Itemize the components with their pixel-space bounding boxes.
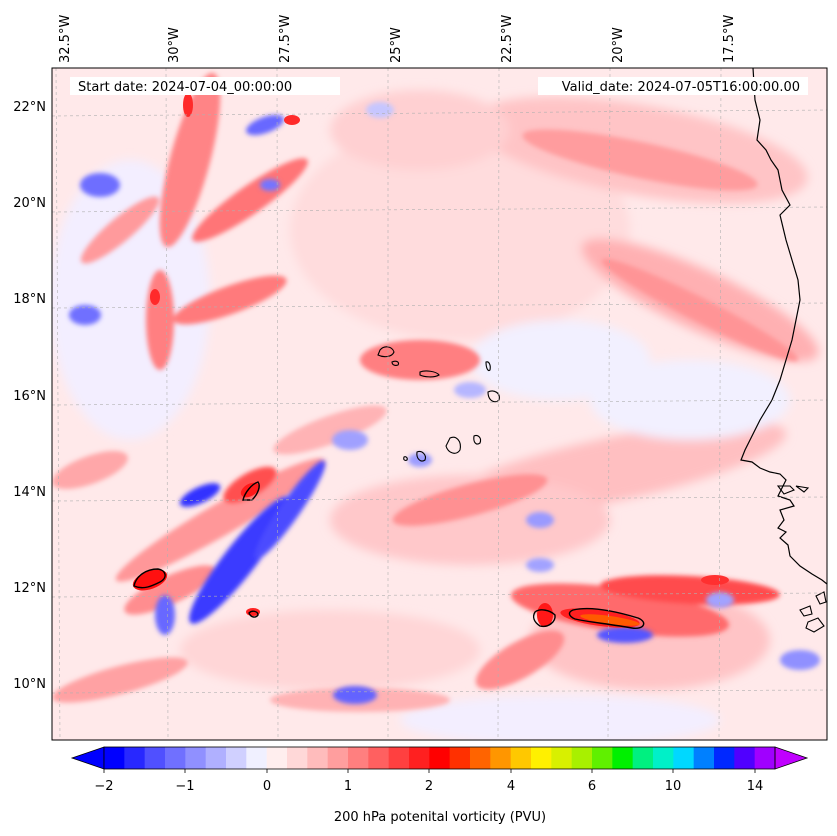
colorbar-extend-low [70, 746, 105, 770]
colorbar-swatch [144, 747, 166, 769]
start-date-label: Start date: 2024-07-04_00:00:00 [78, 80, 292, 95]
lon-label-27-5w: 27.5°W [278, 15, 293, 63]
african-coastline [740, 68, 827, 585]
lon-label-20w: 20°W [611, 27, 626, 63]
colorbar-swatch [429, 747, 451, 769]
lat-label-10n: 10°N [13, 677, 46, 692]
cbar-tick-neg2: −2 [94, 779, 113, 794]
colorbar-swatch [226, 747, 247, 769]
colorbar-swatch [449, 747, 471, 769]
longitude-labels: 32.5°W 30°W 27.5°W 25°W 22.5°W 20°W 17.5… [58, 15, 737, 63]
map-panel: Start date: 2024-07-04_00:00:00 Valid_da… [52, 68, 827, 740]
colorbar-swatch [693, 747, 715, 769]
colorbar-swatch [348, 747, 369, 769]
colorbar: −2 −1 0 1 2 4 6 10 14 200 hPa potenital … [70, 746, 809, 825]
colorbar-swatch [266, 747, 288, 769]
start-date-box [70, 77, 340, 95]
lon-label-25w: 25°W [389, 27, 404, 63]
colorbar-swatch [307, 747, 329, 769]
colorbar-swatch [531, 747, 552, 769]
lat-label-22n: 22°N [13, 100, 46, 115]
cbar-tick-neg1: −1 [175, 779, 194, 794]
colorbar-tick-labels: −2 −1 0 1 2 4 6 10 14 [94, 779, 763, 794]
lon-label-22-5w: 22.5°W [500, 15, 515, 63]
cbar-tick-4: 4 [507, 779, 515, 794]
colorbar-swatch [470, 747, 491, 769]
colorbar-swatch [124, 747, 146, 769]
cbar-tick-1: 1 [344, 779, 352, 794]
latitude-labels: 22°N 20°N 18°N 16°N 14°N 12°N 10°N [13, 100, 46, 692]
colorbar-swatch [592, 747, 613, 769]
cbar-tick-10: 10 [665, 779, 682, 794]
colorbar-swatch [510, 747, 532, 769]
lon-label-32-5w: 32.5°W [58, 15, 73, 63]
colorbar-swatch [287, 747, 308, 769]
colorbar-ticks [103, 769, 756, 773]
lon-label-30w: 30°W [167, 27, 182, 63]
colorbar-swatch [490, 747, 512, 769]
colorbar-label: 200 hPa potenital vorticity (PVU) [334, 810, 546, 825]
colorbar-swatch [185, 747, 207, 769]
pv-field-cores [132, 93, 729, 628]
valid-date-label: Valid_date: 2024-07-05T16:00:00.00 [562, 80, 800, 95]
coast-detail-bissau [799, 591, 827, 633]
colorbar-swatch [368, 747, 390, 769]
lat-label-12n: 12°N [13, 581, 46, 596]
pv-field-broad [52, 90, 819, 740]
colorbar-swatch [734, 747, 756, 769]
colorbar-swatch [673, 747, 695, 769]
colorbar-swatch [612, 747, 634, 769]
cbar-tick-14: 14 [747, 779, 764, 794]
lon-label-17-5w: 17.5°W [722, 15, 737, 63]
colorbar-swatch [388, 747, 410, 769]
colorbar-swatch [653, 747, 674, 769]
colorbar-swatch [409, 747, 430, 769]
colorbar-extend-high [774, 746, 809, 770]
colorbar-swatch [714, 747, 735, 769]
cbar-tick-6: 6 [588, 779, 596, 794]
cbar-tick-0: 0 [263, 779, 271, 794]
colorbar-swatch [551, 747, 573, 769]
colorbar-swatch [165, 747, 186, 769]
map-frame [51, 67, 828, 741]
pv-field-negative [69, 102, 820, 704]
lat-label-14n: 14°N [13, 485, 46, 500]
colorbar-swatch [104, 747, 125, 769]
lat-label-16n: 16°N [13, 389, 46, 404]
cbar-tick-2: 2 [425, 779, 433, 794]
map-gridlines [52, 68, 827, 740]
colorbar-frame [103, 746, 776, 770]
colorbar-swatch [754, 747, 776, 769]
lat-label-18n: 18°N [13, 292, 46, 307]
colorbar-swatch [246, 747, 268, 769]
cape-verde-islands [377, 346, 500, 462]
colorbar-swatches [104, 747, 776, 769]
pv-field-streaks [52, 72, 799, 712]
lat-label-20n: 20°N [13, 196, 46, 211]
pv-2pvu-contours [133, 481, 645, 630]
colorbar-swatch [632, 747, 654, 769]
colorbar-swatch [571, 747, 593, 769]
colorbar-swatch [327, 747, 349, 769]
colorbar-swatch [205, 747, 227, 769]
valid-date-box [538, 77, 808, 95]
coast-detail-gambia [776, 485, 810, 495]
